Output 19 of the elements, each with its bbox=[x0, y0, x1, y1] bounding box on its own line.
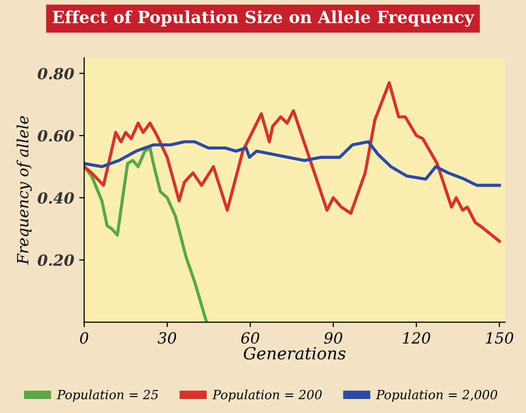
x-tick-label: 60 bbox=[241, 332, 260, 344]
y-tick-label: 0.80 bbox=[38, 68, 74, 80]
line-series bbox=[84, 140, 501, 187]
x-tick-label: 30 bbox=[158, 332, 176, 344]
legend-label: Population = 25 bbox=[56, 390, 158, 402]
chart-title: Effect of Population Size on Allele Frequency bbox=[52, 10, 474, 27]
x-tick-label: 0 bbox=[80, 332, 88, 344]
y-axis-title: Frequency of allele bbox=[16, 116, 32, 265]
line-series bbox=[84, 146, 208, 322]
y-tick-label: 0.40 bbox=[38, 192, 74, 204]
x-axis-title: Generations bbox=[244, 346, 346, 360]
y-tick-label: 0.20 bbox=[38, 254, 74, 266]
x-tick-label: 90 bbox=[324, 332, 342, 344]
x-tick-label: 120 bbox=[402, 332, 430, 344]
line-series bbox=[84, 81, 501, 243]
x-tick-label: 150 bbox=[486, 332, 514, 344]
legend-label: Population = 200 bbox=[212, 390, 322, 402]
y-tick-label: 0.60 bbox=[38, 130, 74, 142]
legend-label: Population = 2,000 bbox=[376, 390, 498, 402]
